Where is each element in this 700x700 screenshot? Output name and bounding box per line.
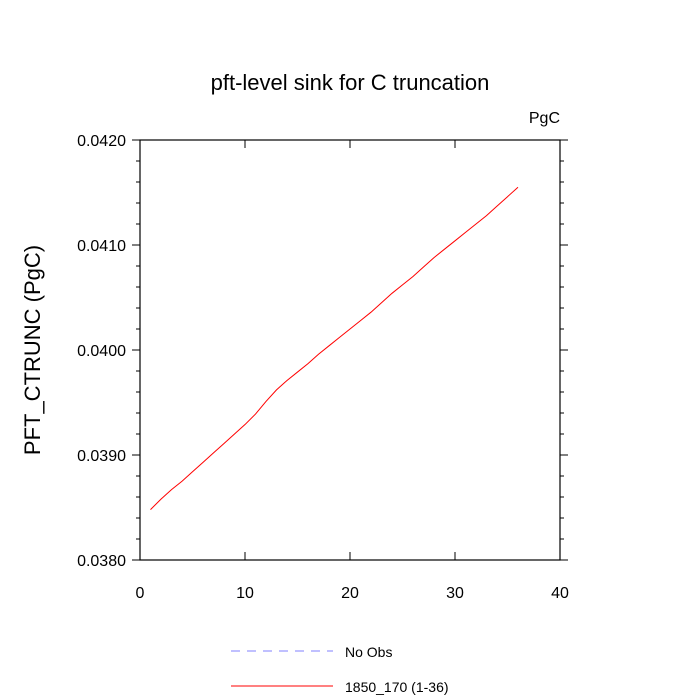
y-tick-label: 0.0420 bbox=[77, 133, 126, 150]
y-axis-label: PFT_CTRUNC (PgC) bbox=[20, 245, 45, 455]
legend-label: 1850_170 (1-36) bbox=[345, 679, 449, 695]
x-tick-label: 0 bbox=[136, 585, 145, 602]
x-tick-label: 10 bbox=[236, 585, 254, 602]
units-label: PgC bbox=[529, 110, 560, 127]
legend-label: No Obs bbox=[345, 644, 392, 660]
y-tick-label: 0.0410 bbox=[77, 238, 126, 255]
y-tick-label: 0.0390 bbox=[77, 448, 126, 465]
series-line bbox=[150, 186, 519, 510]
legend: No Obs 1850_170 (1-36) bbox=[231, 644, 449, 695]
plot-frame bbox=[139, 139, 561, 561]
x-tick-label: 40 bbox=[551, 585, 569, 602]
data-lines bbox=[150, 186, 519, 510]
axis-ticks bbox=[132, 139, 568, 561]
x-tick-label: 30 bbox=[446, 585, 464, 602]
y-tick-label: 0.0400 bbox=[77, 343, 126, 360]
axis-tick-labels: 0 10 20 30 40 0.0380 0.0390 0.0400 0.0410 0.0420 bbox=[77, 133, 569, 602]
y-tick-label: 0.0380 bbox=[77, 553, 126, 570]
x-tick-label: 20 bbox=[341, 585, 359, 602]
chart-title: pft-level sink for C truncation bbox=[211, 70, 490, 95]
